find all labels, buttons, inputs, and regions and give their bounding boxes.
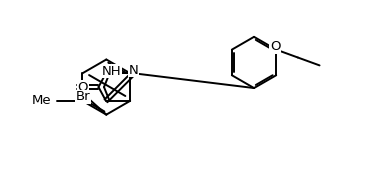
Text: Br: Br: [75, 90, 90, 103]
Text: O: O: [270, 40, 280, 53]
Text: Me: Me: [31, 94, 51, 107]
Text: N: N: [129, 64, 138, 77]
Text: O: O: [78, 81, 88, 94]
Text: NH: NH: [102, 65, 122, 78]
